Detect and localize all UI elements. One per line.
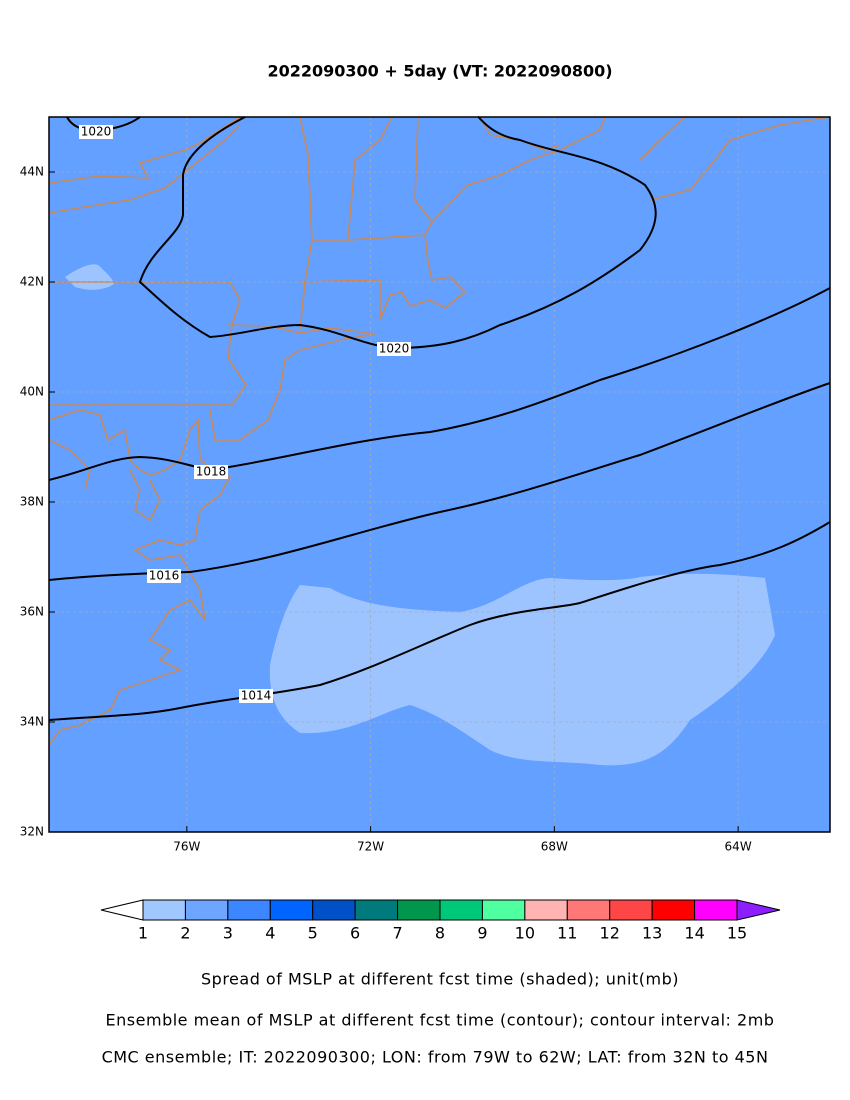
coast — [209, 324, 376, 441]
spread-patch — [269, 573, 775, 766]
border — [48, 116, 241, 184]
colorbar-box — [269, 899, 314, 921]
x-tick-label: 72W — [357, 840, 384, 854]
colorbar-box — [524, 899, 568, 921]
border — [48, 124, 241, 214]
colorbar-label: 11 — [557, 924, 577, 943]
coastlines — [48, 116, 831, 746]
coast — [48, 439, 91, 491]
coast — [299, 234, 467, 321]
y-tick-label: 34N — [20, 715, 44, 729]
map-frame — [48, 116, 831, 833]
contour-label: 1018 — [196, 465, 227, 479]
border — [49, 281, 247, 406]
shading-background — [49, 117, 830, 832]
x-tick-label: 68W — [541, 840, 568, 854]
x-tick-label: 76W — [173, 840, 200, 854]
colorbar-label: 9 — [477, 924, 487, 943]
contour-label-box — [147, 569, 181, 583]
colorbar-box — [481, 899, 526, 921]
colorbar-label: 12 — [600, 924, 620, 943]
colorbar-label: 4 — [265, 924, 275, 943]
colorbar-label: 2 — [180, 924, 190, 943]
colorbar-box — [227, 899, 271, 921]
y-tick-label: 38N — [20, 495, 44, 509]
colorbar-label: 10 — [515, 924, 535, 943]
caption: Spread of MSLP at different fcst time (s… — [201, 970, 679, 989]
caption: CMC ensemble; IT: 2022090300; LON: from … — [102, 1048, 769, 1067]
colorbar-label: 5 — [308, 924, 318, 943]
coast — [129, 469, 161, 522]
contour-label: 1016 — [149, 569, 180, 583]
contour-line — [48, 287, 831, 481]
map-area — [48, 116, 831, 833]
colorbar-box — [142, 899, 186, 921]
colorbar-box — [566, 899, 611, 921]
border — [312, 116, 393, 241]
colorbar-box — [651, 899, 696, 921]
coast — [639, 116, 686, 161]
contour-label-box — [239, 689, 273, 703]
y-tick-label: 42N — [20, 275, 44, 289]
contour-label: 1014 — [241, 689, 272, 703]
colorbar-label: 8 — [435, 924, 445, 943]
y-tick-label: 36N — [20, 605, 44, 619]
grid — [49, 117, 830, 833]
spread-patch — [65, 264, 114, 290]
y-tick-label: 44N — [20, 165, 44, 179]
contour-label: 1020 — [81, 125, 112, 139]
contour-label-box — [377, 342, 411, 356]
colorbar-over — [736, 899, 781, 921]
contour-line — [48, 521, 831, 721]
colorbar-label: 15 — [727, 924, 747, 943]
colorbar-box — [609, 899, 653, 921]
colorbar-box — [694, 899, 738, 921]
y-tick-label: 40N — [20, 385, 44, 399]
coast — [431, 116, 606, 223]
colorbar-label: 1 — [138, 924, 148, 943]
colorbar-box — [312, 899, 356, 921]
contour-label: 1020 — [379, 342, 410, 356]
colorbar-box — [397, 899, 441, 921]
map-title: 2022090300 + 5day (VT: 2022090800) — [267, 62, 612, 81]
colorbar-box — [354, 899, 399, 921]
colorbar-box — [184, 899, 229, 921]
x-tick-label: 64W — [725, 840, 752, 854]
colorbar-box — [439, 899, 483, 921]
caption: Ensemble mean of MSLP at different fcst … — [106, 1011, 775, 1030]
colorbar-label: 14 — [684, 924, 704, 943]
contour-label-box — [194, 465, 228, 479]
colorbar-label: 3 — [223, 924, 233, 943]
colorbar: 1 2 3 4 5 6 7 8 9 10 11 12 13 14 15 — [100, 899, 781, 943]
colorbar-label: 13 — [642, 924, 662, 943]
colorbar-label: 7 — [392, 924, 402, 943]
colorbar-under — [100, 899, 144, 921]
colorbar-label: 6 — [350, 924, 360, 943]
y-tick-label: 32N — [20, 825, 44, 839]
coast — [48, 409, 232, 746]
contour-label-box — [79, 125, 113, 139]
coast — [649, 116, 831, 201]
